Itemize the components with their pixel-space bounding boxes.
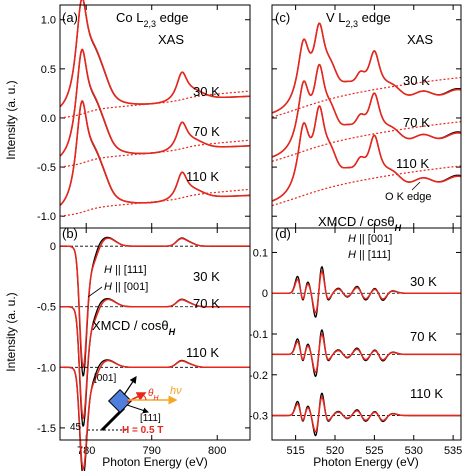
frame-b bbox=[59, 227, 251, 441]
temperature-label-c-2: 110 K bbox=[396, 156, 429, 171]
panel-a: -1.0 -0.5 0.0 0.5 1.0 30 K 70 K 110 K bbox=[37, 0, 251, 229]
ytick-label-a-2: 0.0 bbox=[41, 113, 56, 125]
xtick-label-b-2: 800 bbox=[208, 445, 226, 457]
legend-b-001: H || [001] bbox=[104, 281, 148, 293]
title-a-xas: XAS bbox=[158, 32, 184, 47]
temperature-label-b-0: 30 K bbox=[193, 269, 220, 284]
panel-c: 30 K 70 K 110 K bbox=[271, 4, 462, 229]
ytick-label-d-2: -0.1 bbox=[249, 329, 268, 341]
series-c-red-1 bbox=[271, 63, 462, 158]
panel-label-d: (d) bbox=[275, 226, 291, 241]
ylabel-b: Intensity (a. u.) bbox=[4, 292, 18, 371]
series-d-111-1 bbox=[272, 333, 461, 374]
series-a-bg-1 bbox=[59, 139, 251, 168]
ytick-label-d-3: 0 bbox=[262, 288, 268, 300]
title-a: Co L2,3 edge bbox=[116, 10, 189, 29]
annotation-o-k-edge-pointer bbox=[411, 181, 421, 191]
inset-arrow-001 bbox=[123, 376, 137, 396]
ytick-label-a-1: -0.5 bbox=[37, 162, 56, 174]
xtick-label-d-4: 535 bbox=[444, 445, 462, 457]
ytick-label-a-0: -1.0 bbox=[37, 211, 56, 223]
series-b-111-0 bbox=[60, 237, 250, 369]
temperature-label-d-2: 110 K bbox=[410, 386, 443, 401]
inset-label-theta: θH bbox=[148, 388, 159, 402]
panel-label-b: (b) bbox=[62, 226, 78, 241]
temperature-label-d-0: 30 K bbox=[410, 274, 437, 289]
legend-d-111: H || [111] bbox=[348, 249, 391, 261]
ytick-label-a-3: 0.5 bbox=[41, 64, 56, 76]
xtick-label-d-1: 520 bbox=[326, 445, 344, 457]
legend-b-001-pointer bbox=[87, 286, 103, 298]
panel-d: -0.3 -0.2 -0.1 0 0.1 515 520 525 530 535 30 K 70 K 1… bbox=[249, 227, 462, 457]
series-d-111-2 bbox=[272, 396, 461, 433]
series-c-bg-0 bbox=[271, 76, 462, 118]
xtick-label-d-3: 530 bbox=[405, 445, 423, 457]
series-c-red-0 bbox=[271, 22, 462, 114]
temperature-label-b-2: 110 K bbox=[186, 345, 219, 360]
ytick-label-d-0: -0.3 bbox=[249, 411, 268, 423]
annotation-o-k-edge: O K edge bbox=[385, 191, 431, 203]
panel-label-a: (a) bbox=[62, 10, 78, 25]
title-c: V L2,3 edge bbox=[326, 10, 391, 29]
inset-label-111: [111] bbox=[140, 413, 161, 424]
temperature-label-b-1: 70 K bbox=[193, 296, 220, 311]
ytick-label-b-3: 0 bbox=[50, 241, 56, 253]
series-b-111-1 bbox=[60, 298, 250, 420]
inset-theta-arc bbox=[141, 393, 147, 401]
inset-label-angle: 45° bbox=[70, 422, 85, 433]
inset-label-hv: hν bbox=[170, 385, 182, 397]
xtick-label-d-2: 525 bbox=[365, 445, 383, 457]
temperature-label-a-1: 70 K bbox=[193, 124, 220, 139]
legend-d-001: H || [001] bbox=[348, 233, 392, 245]
ytick-label-a-4: 1.0 bbox=[41, 15, 56, 27]
series-c-red-2 bbox=[271, 105, 462, 202]
legend-b-111: H || [111] bbox=[104, 264, 147, 276]
temperature-label-c-1: 70 K bbox=[403, 115, 430, 130]
xmcd-label-b: XMCD / cosθH bbox=[92, 318, 176, 337]
ytick-label-b-1: -1.0 bbox=[37, 362, 56, 374]
frame-d bbox=[271, 227, 462, 441]
series-c-bg-2 bbox=[271, 165, 462, 207]
series-a-bg-2 bbox=[59, 188, 251, 217]
series-a-bg-0 bbox=[59, 90, 251, 119]
inset-label-field: H = 0.5 T bbox=[122, 425, 163, 436]
inset-crystal bbox=[107, 388, 133, 414]
title-c-xas: XAS bbox=[407, 32, 433, 47]
ytick-label-d-4: 0.1 bbox=[253, 247, 268, 259]
xtick-label-d-0: 515 bbox=[286, 445, 304, 457]
series-c-black-2 bbox=[271, 105, 462, 202]
series-b-111-2 bbox=[60, 359, 250, 471]
ytick-label-d-1: -0.2 bbox=[249, 370, 268, 382]
xtick-label-b-1: 790 bbox=[143, 445, 161, 457]
inset-label-001: [001] bbox=[94, 373, 116, 384]
series-c-bg-1 bbox=[271, 121, 462, 162]
ylabel-a: Intensity (a. u.) bbox=[4, 80, 18, 159]
temperature-label-a-2: 110 K bbox=[186, 169, 219, 184]
xmcd-label-d: XMCD / cosθH bbox=[318, 214, 402, 233]
geometry-inset: [001] θH hν [111] H = 0.5 T 45° bbox=[70, 373, 182, 436]
ytick-label-b-2: -0.5 bbox=[37, 302, 56, 314]
panel-label-c: (c) bbox=[275, 10, 290, 25]
inset-arrow-111 bbox=[126, 404, 149, 414]
temperature-label-a-0: 30 K bbox=[193, 84, 220, 99]
frame-a bbox=[59, 4, 251, 229]
xlabel-d: Photon Energy (eV) bbox=[313, 455, 418, 469]
temperature-label-c-0: 30 K bbox=[403, 73, 430, 88]
temperature-label-d-1: 70 K bbox=[410, 329, 437, 344]
ytick-label-b-0: -1.5 bbox=[37, 423, 56, 435]
series-d-111-0 bbox=[272, 270, 461, 314]
xlabel-b: Photon Energy (eV) bbox=[102, 455, 207, 469]
